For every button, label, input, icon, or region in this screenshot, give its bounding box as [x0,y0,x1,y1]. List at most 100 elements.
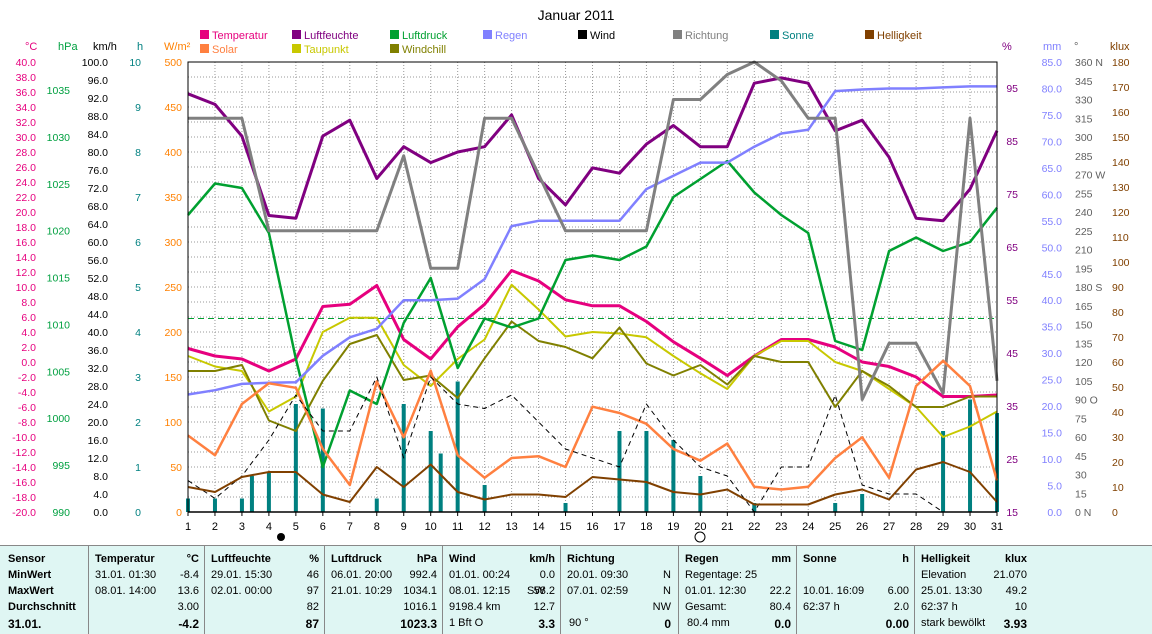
press-tick-label: 1000 [47,413,71,425]
press-tick-label: 1030 [47,132,71,144]
rain-header: Regen [685,553,719,565]
x-tick-label: 19 [667,521,679,533]
wind-tick-label: 60.0 [88,237,109,249]
temp-tick-label: -14.0 [12,462,36,474]
rain-tick-label: 20.0 [1042,401,1063,413]
temperature-max: 13.6 [177,585,199,597]
press-series-line [187,159,998,469]
press-tick-label: 1015 [47,273,71,285]
legend-label: Sonne [782,30,814,42]
light-tick-label: 180 [1112,57,1130,69]
rain-max-time: 01.01. 12:30 [685,585,747,597]
x-tick-label: 20 [694,521,706,533]
legend-swatch [865,30,874,39]
wind-header: Wind [449,553,476,565]
direction-current: 0 [664,617,671,631]
temp-tick-label: 16.0 [16,237,37,249]
wind-max-direction: SW [527,585,545,597]
x-tick-label: 1 [185,521,191,533]
sun-tick-label: 0 [135,507,141,519]
legend-swatch [390,44,399,53]
brightness-hours: 62:37 h [921,601,958,613]
legend-swatch [200,44,209,53]
humidity-avg: 82 [306,601,319,613]
solar-series-line [187,359,999,491]
light-tick-label: 60 [1112,357,1124,369]
wind-current: 3.3 [538,617,555,631]
humidity-current: 87 [305,617,319,631]
legend-swatch [770,30,779,39]
rain-tick-label: 50.0 [1042,242,1063,254]
wind-max: 58.2 [533,585,555,597]
wind-tick-label: 24.0 [88,399,109,411]
temp-tick-label: 8.0 [21,297,36,309]
pressure-current: 1023.3 [400,617,437,631]
sunshine-bar [563,503,568,512]
rain-tick-label: 60.0 [1042,189,1063,201]
legend-label: Wind [590,30,615,42]
temp-tick-label: 34.0 [16,102,37,114]
light-tick-label: 160 [1112,107,1130,119]
sun-header: Sonne [803,553,837,565]
temp-tick-label: 6.0 [21,312,36,324]
solar-tick-label: 250 [164,282,182,294]
rain-tick-label: 65.0 [1042,163,1063,175]
legend: Temperatur Solar Luftfeuchte Taupunkt Luftdr… [200,30,922,56]
legend-label: Solar [212,44,238,56]
temperature-avg: 3.00 [177,601,199,613]
sun-tick-label: 8 [135,147,141,159]
brightness-unit: klux [1004,553,1027,565]
hum-tick-label: 35 [1006,401,1018,413]
solar-tick-label: 400 [164,147,182,159]
sunshine-bar [320,408,325,512]
wind-series-line [187,376,997,513]
light-series-line [187,461,998,506]
wind-tick-label: 32.0 [88,363,109,375]
dir-tick-label: 255 [1075,188,1093,200]
sun-tick-label: 7 [135,192,141,204]
temp-tick-label: 20.0 [16,207,37,219]
wind-tick-label: 84.0 [88,129,109,141]
temp-tick-label: -2.0 [18,372,36,384]
wind-tick-label: 64.0 [88,219,109,231]
hum-tick-label: 15 [1006,507,1018,519]
direction-min: N [663,569,671,581]
brightness-header: Helligkeit [921,553,970,565]
sun-tick-label: 4 [135,327,141,339]
dir-series-line [188,60,999,401]
wind-avg: 12.7 [533,601,555,613]
rain-tick-label: 80.0 [1042,83,1063,95]
press-tick-label: 1005 [47,366,71,378]
press-axis-unit: hPa [58,41,78,53]
x-axis-ticks: 1 2 3 4 5 6 7 8 9 10 11 12 13 14 15 16 17 18 19 20 21 22 23 24 2… [185,512,1003,543]
direction-degrees: 90 ° [569,617,589,629]
temp-tick-label: 0.0 [21,357,36,369]
new-moon-icon [277,533,285,541]
temperature-unit: °C [186,553,199,565]
wind-tick-label: 96.0 [88,75,109,87]
x-tick-label: 6 [320,521,326,533]
rain-tick-label: 55.0 [1042,216,1063,228]
x-tick-label: 14 [532,521,544,533]
x-tick-label: 9 [401,521,407,533]
x-tick-label: 4 [266,521,272,533]
sun-tick-label: 9 [135,102,141,114]
legend-label: Regen [495,30,527,42]
x-tick-label: 2 [212,521,218,533]
humidity-min-time: 29.01. 15:30 [211,569,273,581]
dir-tick-label: 15 [1075,488,1087,500]
press-tick-label: 995 [52,460,70,472]
legend-label: Windchill [402,44,446,56]
light-axis-unit: klux [1110,41,1130,53]
solar-tick-label: 450 [164,102,182,114]
sun-tick-label: 1 [135,462,141,474]
plot-frame [187,61,998,513]
rain-tick-label: 30.0 [1042,348,1063,360]
dir-tick-label: 300 [1075,132,1093,144]
pressure-header: Luftdruck [331,553,382,565]
dir-tick-label: 330 [1075,95,1093,107]
light-tick-label: 170 [1112,82,1130,94]
rain-tick-label: 25.0 [1042,375,1063,387]
wind-tick-label: 68.0 [88,201,109,213]
weather-chart: Januar 2011 Temperatur Solar Luftfeuchte Ta… [12,7,1130,543]
